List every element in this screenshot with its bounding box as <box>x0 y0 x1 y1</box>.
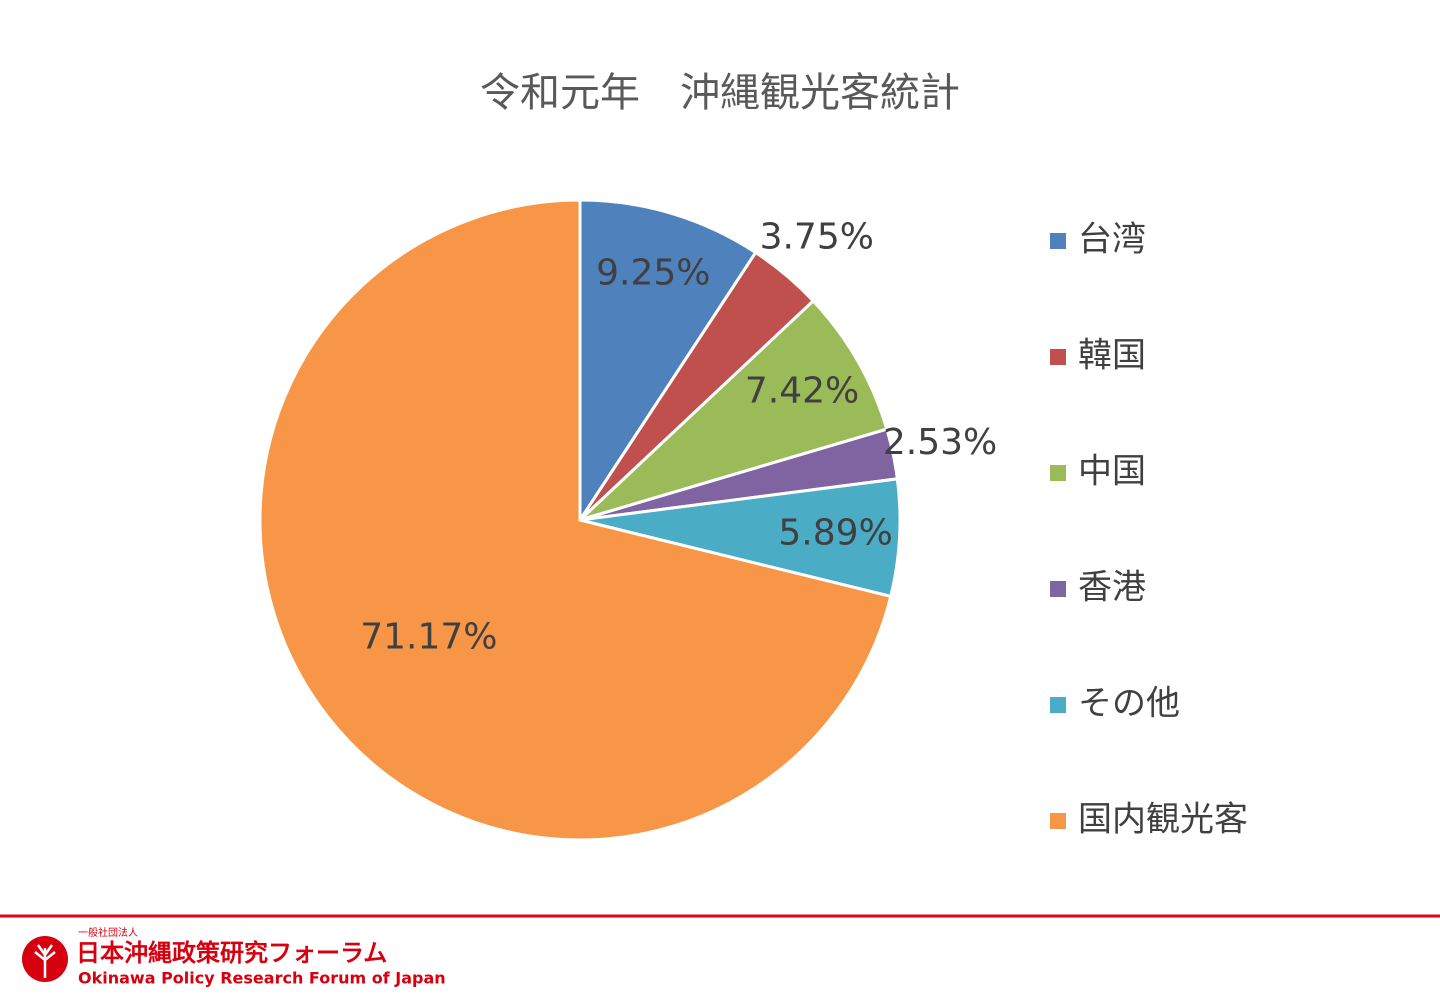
pie-slice <box>578 298 889 522</box>
data-label: 5.89% <box>778 512 892 553</box>
org-name-en: Okinawa Policy Research Forum of Japan <box>78 969 446 988</box>
data-label: 9.25% <box>596 253 710 294</box>
legend-label: 台湾 <box>1078 220 1146 260</box>
pie: 9.25% 3.75% 7.42% 2.53% 5.89% 71.17% <box>258 198 997 842</box>
pie-slice <box>258 198 893 842</box>
logo-mark <box>34 944 56 978</box>
legend-label: 国内観光客 <box>1078 800 1248 840</box>
data-label: 3.75% <box>760 216 874 257</box>
legend-swatch <box>1050 465 1066 481</box>
org-type: 一般社団法人 <box>78 926 138 939</box>
data-label: 71.17% <box>360 616 497 657</box>
legend-swatch <box>1050 349 1066 365</box>
chart-title: 令和元年 沖縄観光客統計 <box>480 70 960 116</box>
org-name: 日本沖縄政策研究フォーラム <box>76 939 387 967</box>
pie-slice <box>578 198 758 526</box>
data-label: 2.53% <box>883 422 997 463</box>
legend-label: 韓国 <box>1078 336 1146 376</box>
legend-swatch <box>1050 233 1066 249</box>
legend-label: その他 <box>1078 684 1180 724</box>
legend-label: 中国 <box>1078 452 1146 492</box>
legend-label: 香港 <box>1078 568 1146 608</box>
data-label: 7.42% <box>745 371 859 412</box>
legend-swatch <box>1050 697 1066 713</box>
legend-swatch <box>1050 581 1066 597</box>
legend-swatch <box>1050 813 1066 829</box>
